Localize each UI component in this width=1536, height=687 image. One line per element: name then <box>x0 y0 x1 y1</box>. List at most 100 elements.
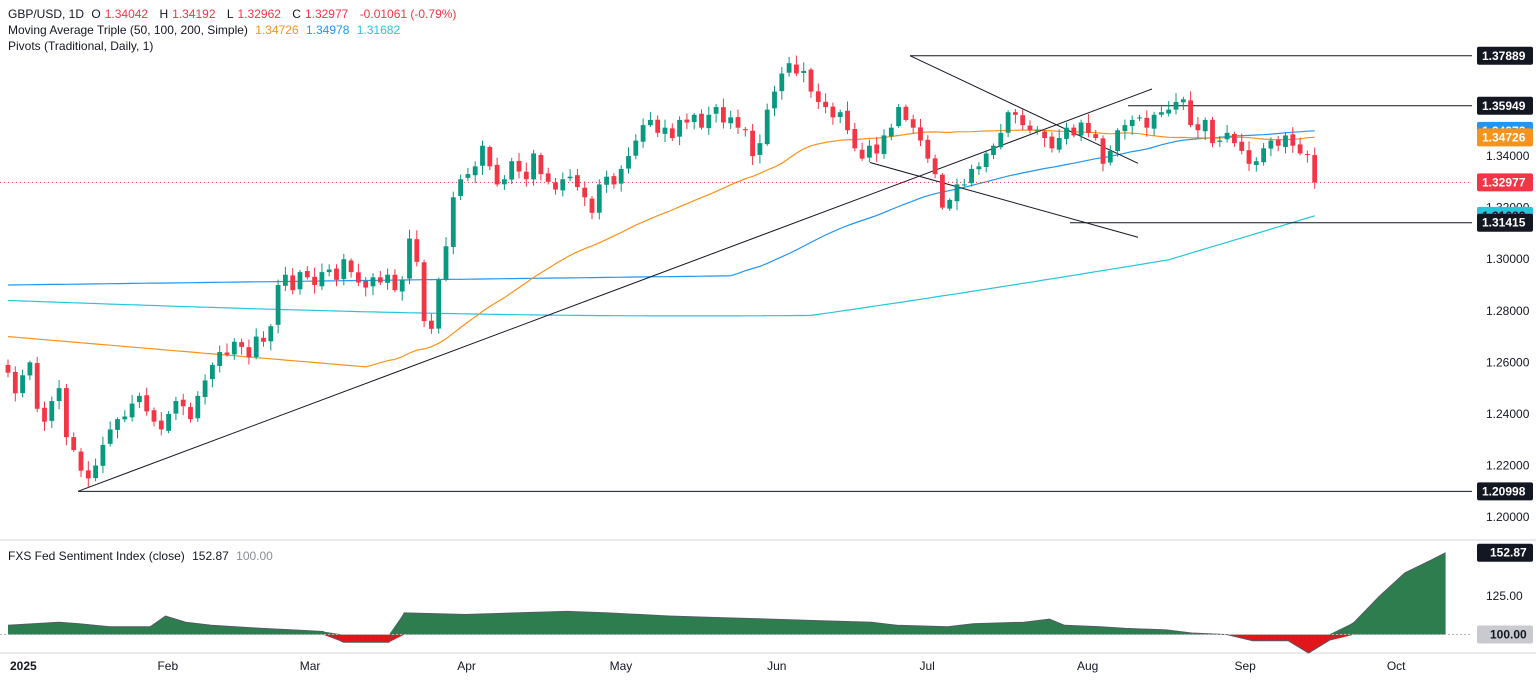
candle <box>377 277 383 283</box>
candle <box>1144 117 1150 128</box>
candle <box>801 70 807 73</box>
candle <box>969 168 974 184</box>
candle <box>100 444 106 466</box>
candle <box>465 174 471 178</box>
candle <box>1261 148 1266 163</box>
candle <box>735 117 741 128</box>
candle <box>1283 135 1288 147</box>
candle <box>728 117 734 124</box>
candle <box>903 106 909 120</box>
candle <box>713 107 719 114</box>
candle <box>772 91 777 109</box>
candle <box>1122 125 1128 132</box>
candle <box>1188 100 1193 126</box>
candle <box>691 114 697 123</box>
candle <box>1312 155 1318 183</box>
candle <box>1071 127 1077 136</box>
legend-symbol[interactable]: GBP/USD, 1D <box>8 7 85 21</box>
candle <box>1056 138 1062 150</box>
candle <box>589 198 595 213</box>
legend-close: 1.32977 <box>304 7 349 21</box>
legend-change: -0.01061 (-0.79%) <box>359 7 457 21</box>
candle <box>137 395 142 403</box>
candle <box>669 128 675 138</box>
candle <box>42 407 47 422</box>
candle <box>429 320 434 329</box>
candle <box>545 173 551 182</box>
candle <box>1151 114 1157 129</box>
candle <box>1180 99 1186 103</box>
legend-open: 1.34042 <box>104 7 149 21</box>
candle <box>742 129 748 131</box>
candle <box>1027 125 1033 131</box>
candle <box>275 285 281 325</box>
ma50-line <box>7 129 1315 368</box>
candle <box>217 352 223 366</box>
candle <box>823 101 828 108</box>
candle <box>1297 144 1303 154</box>
candle <box>107 429 113 444</box>
candle <box>626 156 631 169</box>
price-badge <box>1477 46 1533 65</box>
price-badge <box>1477 482 1533 501</box>
candle <box>180 399 186 407</box>
candle <box>173 401 179 414</box>
candle <box>859 149 865 159</box>
candle <box>253 336 259 357</box>
candle <box>78 451 84 471</box>
candle <box>1253 161 1259 165</box>
candle <box>1305 154 1310 156</box>
price-badge <box>1477 173 1533 192</box>
price-badge-label: 1.20998 <box>1482 484 1526 498</box>
candle <box>786 63 792 73</box>
price-badge-label: 1.35949 <box>1482 99 1526 113</box>
main-legend-row-2: Moving Average Triple (50, 100, 200, Sim… <box>8 22 404 38</box>
legend-pivots[interactable]: Pivots (Traditional, Daily, 1) <box>8 39 154 53</box>
candle <box>867 145 872 158</box>
candle <box>604 176 609 185</box>
legend-ma-name[interactable]: Moving Average Triple (50, 100, 200, Sim… <box>8 23 248 37</box>
candle <box>1115 130 1120 152</box>
candle <box>356 272 361 283</box>
sub-legend-name[interactable]: FXS Fed Sentiment Index (close) <box>8 549 185 563</box>
candle <box>560 179 566 191</box>
candle <box>509 161 515 180</box>
candle <box>443 246 449 280</box>
y-tick-label: 1.22000 <box>1486 459 1530 473</box>
sub-legend-base: 100.00 <box>236 549 273 563</box>
candle <box>1093 134 1099 138</box>
sub-legend-value: 152.87 <box>192 549 229 563</box>
candle <box>239 342 244 347</box>
candle <box>1078 122 1084 136</box>
ma200-line <box>7 215 1315 317</box>
sentiment-positive-area <box>8 552 1446 635</box>
candle <box>611 176 617 185</box>
candle <box>319 272 325 287</box>
candle <box>553 182 558 190</box>
candle <box>407 238 412 279</box>
moving-average-layer <box>7 129 1315 368</box>
candle <box>312 276 317 285</box>
candle <box>1290 134 1296 146</box>
candle <box>1086 123 1091 133</box>
candle <box>837 112 843 117</box>
candle <box>910 119 916 128</box>
ma100-line <box>7 130 1315 286</box>
candle <box>1020 115 1026 126</box>
candle <box>71 437 77 451</box>
candle <box>246 347 252 358</box>
candle <box>1166 109 1172 114</box>
price-badge-label: 1.37889 <box>1482 49 1526 63</box>
main-legend-row-1: GBP/USD, 1D O 1.34042 H 1.34192 L 1.32962 C… <box>8 6 460 22</box>
candle <box>896 107 901 127</box>
candle <box>144 395 150 412</box>
candle <box>699 113 704 128</box>
x-tick-label: Aug <box>1077 659 1098 673</box>
candle <box>764 109 770 145</box>
candle <box>633 140 639 156</box>
candle <box>1137 117 1142 119</box>
candle <box>1159 112 1164 115</box>
y-tick-label: 1.20000 <box>1486 510 1530 524</box>
trendline <box>869 162 1139 238</box>
sub-badge <box>1477 625 1533 644</box>
